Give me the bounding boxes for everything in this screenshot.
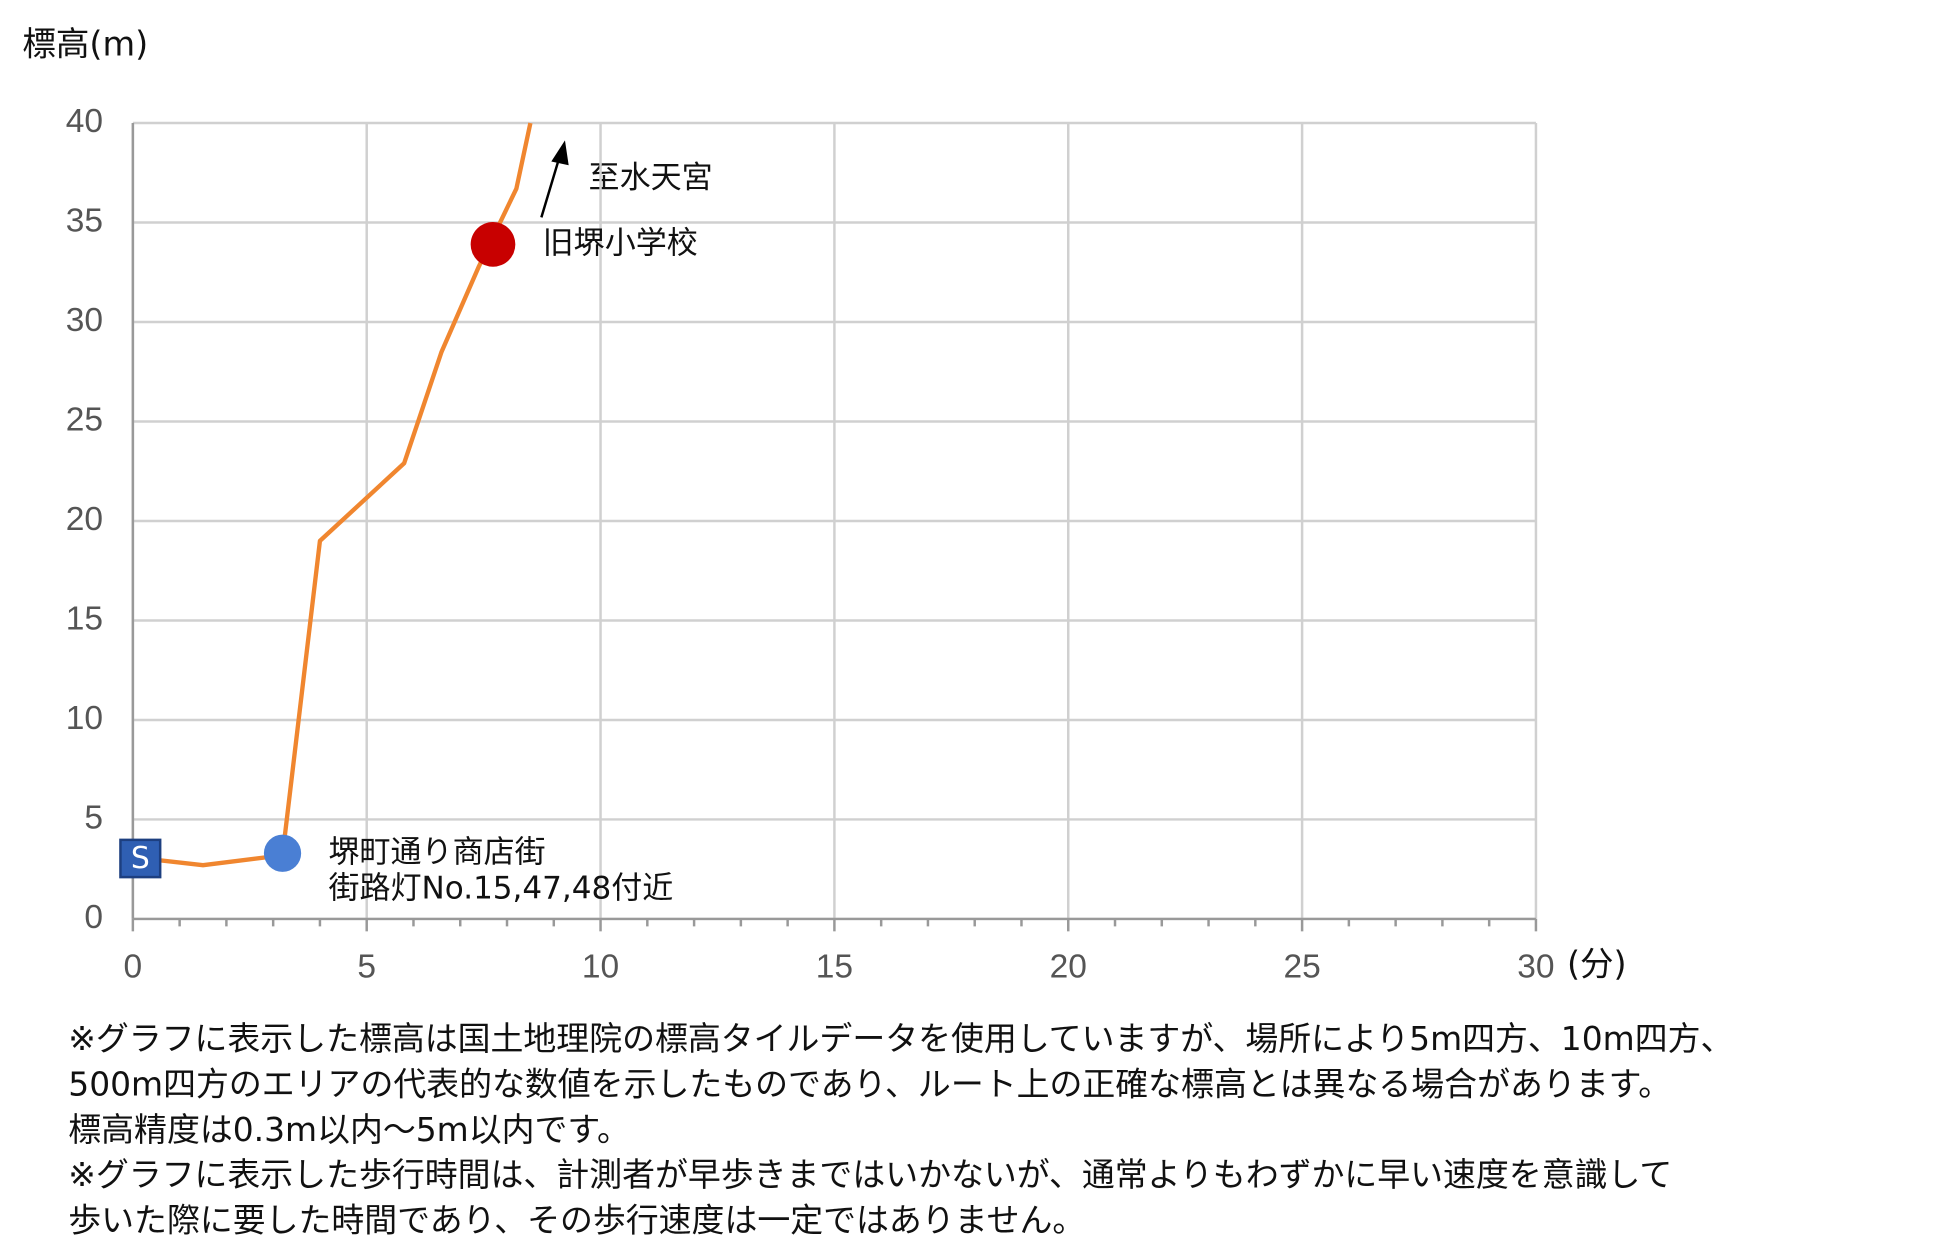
y-tick-label: 25 xyxy=(66,401,103,438)
direction-label: 至水天宮 xyxy=(589,160,713,196)
note: 歩いた際に要した時間であり、その歩行速度は一定ではありません。 xyxy=(68,1200,1085,1239)
note: ※グラフに表示した標高は国土地理院の標高タイルデータを使用していますが、場所によ… xyxy=(68,1019,1733,1058)
elevation-line xyxy=(132,122,533,868)
point-label: 旧堺小学校 xyxy=(543,225,698,261)
x-tick-label: 30 xyxy=(1517,948,1554,985)
point-label: 堺町通り商店街 xyxy=(328,834,545,870)
start-marker xyxy=(119,838,162,879)
x-tick-label: 10 xyxy=(582,948,619,985)
point-label: 街路灯No.15,47,48付近 xyxy=(328,870,673,906)
note: 500m四方のエリアの代表的な数値を示したものであり、ルート上の正確な標高とは異… xyxy=(68,1064,1671,1103)
direction-arrowhead xyxy=(551,140,569,166)
note: ※グラフに表示した歩行時間は、計測者が早歩きまではいかないが、通常よりもわずかに… xyxy=(68,1155,1672,1194)
y-tick-label: 5 xyxy=(84,799,103,836)
note: 標高精度は0.3m以内～5m以内です。 xyxy=(68,1110,630,1149)
y-tick-label: 30 xyxy=(66,302,103,339)
y-tick-label: 10 xyxy=(66,700,103,737)
start-label: S xyxy=(131,841,150,876)
y-tick-label: 0 xyxy=(84,899,103,936)
x-tick-label: 25 xyxy=(1283,948,1320,985)
x-tick-label: 15 xyxy=(816,948,853,985)
point-marker xyxy=(470,222,516,267)
y-tick-label: 35 xyxy=(66,202,103,239)
y-tick-label: 15 xyxy=(66,600,103,637)
direction-arrow xyxy=(540,154,562,218)
y-tick-label: 40 xyxy=(66,103,103,140)
y-axis-label: 標高(m) xyxy=(22,25,148,64)
point-marker xyxy=(263,834,302,872)
x-tick-label: 5 xyxy=(357,948,376,985)
x-tick-label: 20 xyxy=(1050,948,1087,985)
y-tick-label: 20 xyxy=(66,501,103,538)
x-axis-unit: (分) xyxy=(1567,945,1627,984)
x-tick-label: 0 xyxy=(124,948,143,985)
